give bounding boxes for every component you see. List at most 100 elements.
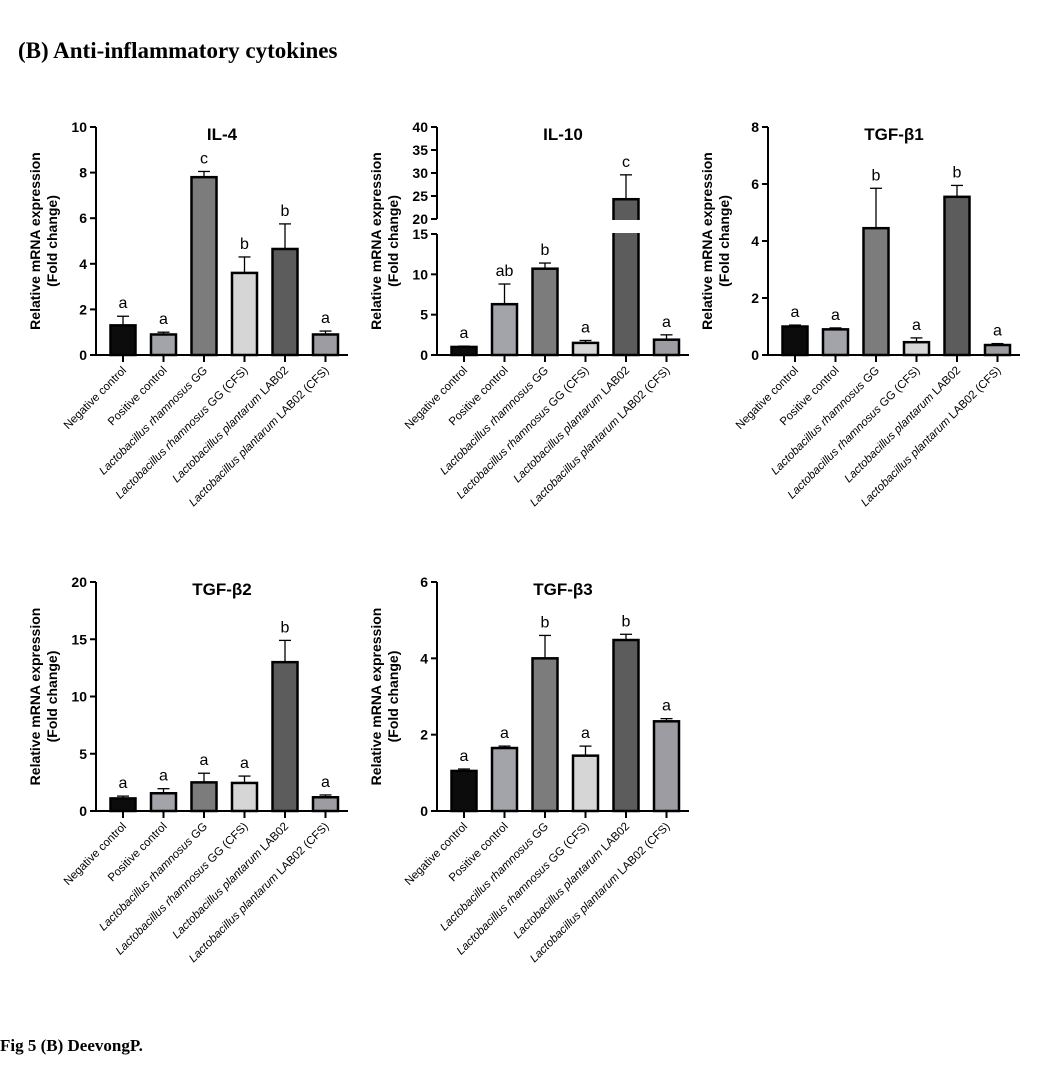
y-tick-label: 20 <box>71 574 87 590</box>
bar <box>652 720 681 813</box>
y-tick-label: 4 <box>751 233 759 249</box>
significance-letter: b <box>240 236 249 253</box>
chart-title: IL-10 <box>543 125 583 144</box>
significance-letter: c <box>200 150 208 167</box>
significance-letter: b <box>953 164 962 181</box>
y-tick-label: 6 <box>420 574 428 590</box>
y-axis-label: Relative mRNA expression <box>368 608 384 786</box>
chart-tgf-2: 0 5 10 15 20 TGF-β2 Relative mRNA expression (F… <box>27 574 348 965</box>
significance-letter: a <box>321 310 330 327</box>
significance-letter: b <box>541 242 550 259</box>
y-tick-label: 0 <box>79 803 87 819</box>
y-axis-label: Relative mRNA expression <box>368 152 384 330</box>
y-tick-label: 0 <box>420 347 428 363</box>
bar <box>311 796 340 813</box>
bar <box>531 657 559 813</box>
x-tick-label: Lactobacillus plantarum LAB02 (CFS) <box>528 365 673 510</box>
y-tick-label: 30 <box>412 165 428 181</box>
chart-title: TGF-β2 <box>192 580 251 599</box>
significance-letter: a <box>581 725 590 742</box>
bar <box>571 341 600 357</box>
bar <box>821 328 850 357</box>
significance-letter: b <box>281 203 290 220</box>
y-axis-label: (Fold change) <box>716 195 732 287</box>
y-axis-label: Relative mRNA expression <box>27 608 43 786</box>
significance-letter: c <box>622 154 630 171</box>
chart-tgf-1: 0 2 4 6 8 TGF-β1 Relative mRNA expression (Fold… <box>699 119 1020 509</box>
y-tick-label: 10 <box>412 266 428 282</box>
y-tick-label: 0 <box>79 347 87 363</box>
significance-letter: a <box>460 325 469 342</box>
bar <box>109 797 137 813</box>
significance-letter: a <box>119 775 128 792</box>
bar <box>311 333 340 357</box>
y-tick-label: 5 <box>79 746 87 762</box>
x-tick-label-normal: LAB02 <box>597 821 632 856</box>
y-tick-label: 0 <box>751 347 759 363</box>
bar <box>149 333 178 357</box>
bar <box>983 343 1012 357</box>
y-tick-label: 35 <box>412 142 428 158</box>
x-tick-label: Lactobacillus plantarum LAB02 (CFS) <box>187 365 332 510</box>
significance-letter: a <box>791 304 800 321</box>
y-tick-label: 20 <box>412 211 428 227</box>
y-tick-label: 15 <box>71 631 87 647</box>
y-tick-label: 15 <box>412 226 428 242</box>
bar <box>230 271 259 357</box>
bar <box>271 247 299 357</box>
x-tick-label-normal: LAB02 <box>256 821 291 856</box>
bar <box>450 345 478 357</box>
y-tick-label: 10 <box>71 119 87 135</box>
significance-letter: b <box>622 613 631 630</box>
y-tick-label: 0 <box>420 803 428 819</box>
significance-letter: b <box>872 167 881 184</box>
y-tick-label: 40 <box>412 119 428 135</box>
bar <box>781 325 809 357</box>
y-tick-label: 2 <box>751 290 759 306</box>
x-tick-label-normal: LAB02 <box>597 365 632 400</box>
bar <box>531 267 559 357</box>
y-axis-label: (Fold change) <box>44 195 60 287</box>
y-axis-label: Relative mRNA expression <box>699 152 715 330</box>
y-tick-label: 5 <box>420 307 428 323</box>
chart-tgf-3: 0 2 4 6 TGF-β3 Relative mRNA expression (Fold … <box>368 574 689 965</box>
significance-letter: a <box>159 768 168 785</box>
y-tick-label: 2 <box>420 727 428 743</box>
significance-letter: a <box>460 748 469 765</box>
bar <box>490 746 519 813</box>
significance-letter: b <box>281 619 290 636</box>
bar <box>149 792 178 813</box>
axis-break-gap <box>610 220 642 233</box>
bar <box>902 340 931 357</box>
x-tick-label-normal: LAB02 <box>256 365 291 400</box>
bar <box>230 781 259 813</box>
significance-letter: b <box>541 614 550 631</box>
significance-letter: a <box>159 311 168 328</box>
x-tick-label: Lactobacillus plantarum LAB02 (CFS) <box>187 821 332 966</box>
y-tick-label: 6 <box>751 176 759 192</box>
y-axis-label: (Fold change) <box>385 651 401 743</box>
y-tick-label: 8 <box>751 119 759 135</box>
significance-letter: a <box>240 755 249 772</box>
x-tick-label: Lactobacillus plantarum LAB02 (CFS) <box>528 821 673 966</box>
bar <box>862 226 890 357</box>
bar <box>571 754 600 813</box>
bar <box>271 660 299 813</box>
y-axis-label: Relative mRNA expression <box>27 152 43 330</box>
bar <box>612 638 640 813</box>
y-tick-label: 4 <box>420 650 428 666</box>
significance-letter: a <box>500 725 509 742</box>
significance-letter: a <box>321 774 330 791</box>
significance-letter: a <box>993 323 1002 340</box>
bar <box>943 195 971 357</box>
significance-letter: ab <box>496 263 514 280</box>
bar <box>450 769 478 813</box>
figure-heading: (B) Anti-inflammatory cytokines <box>18 38 338 63</box>
y-tick-label: 10 <box>71 689 87 705</box>
significance-letter: a <box>581 319 590 336</box>
bar <box>109 324 137 357</box>
significance-letter: a <box>912 317 921 334</box>
figure-caption: Fig 5 (B) DeevongP. <box>0 1036 143 1055</box>
bar <box>652 338 681 357</box>
